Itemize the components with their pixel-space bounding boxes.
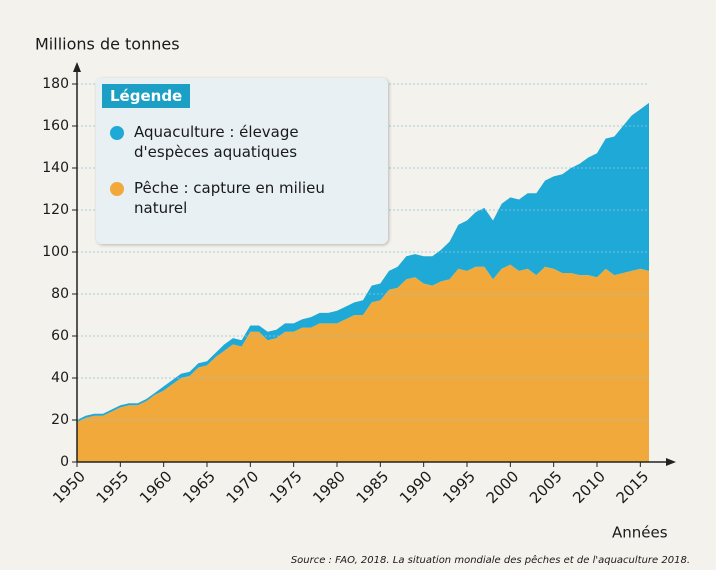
y-tick-label: 60 bbox=[51, 328, 69, 344]
legend-title: Légende bbox=[102, 84, 191, 108]
y-tick-label: 0 bbox=[60, 454, 69, 470]
legend-swatch bbox=[110, 182, 124, 196]
x-tick-label: 2005 bbox=[526, 467, 566, 507]
y-tick-label: 40 bbox=[51, 370, 69, 386]
area bbox=[77, 264, 649, 462]
y-axis-arrow bbox=[73, 62, 81, 72]
y-axis-label: Millions de tonnes bbox=[35, 35, 180, 54]
legend-label: Pêche : capture en milieu naturel bbox=[134, 179, 325, 217]
x-axis-arrow bbox=[666, 458, 676, 466]
y-tick-label: 20 bbox=[51, 412, 69, 428]
x-tick-label: 1965 bbox=[179, 467, 219, 507]
area bbox=[77, 102, 649, 423]
source: Source : FAO, 2018. La situation mondial… bbox=[291, 554, 690, 566]
x-tick-label: 1970 bbox=[223, 467, 263, 507]
legend: Légende Aquaculture : élevage d'espèces … bbox=[96, 78, 388, 244]
y-tick-label: 80 bbox=[51, 286, 69, 302]
x-tick-label: 1990 bbox=[396, 467, 436, 507]
y-tick-label: 120 bbox=[42, 202, 69, 218]
legend-label: Aquaculture : élevage d'espèces aquatiqu… bbox=[134, 123, 299, 161]
y-tick-label: 140 bbox=[42, 160, 69, 176]
legend-entry: Aquaculture : élevage d'espèces aquatiqu… bbox=[110, 122, 370, 162]
x-tick-label: 1975 bbox=[266, 467, 306, 507]
x-axis-label: Années bbox=[612, 524, 668, 542]
y-tick-label: 160 bbox=[42, 118, 69, 134]
x-tick-label: 2015 bbox=[613, 467, 653, 507]
y-tick-label: 100 bbox=[42, 244, 69, 260]
x-tick-label: 1955 bbox=[93, 467, 133, 507]
y-tick-label: 180 bbox=[42, 76, 69, 92]
x-tick-label: 2000 bbox=[483, 467, 523, 507]
x-tick-label: 1995 bbox=[439, 467, 479, 507]
legend-swatch bbox=[110, 126, 124, 140]
x-tick-label: 2010 bbox=[569, 467, 609, 507]
x-tick-label: 1950 bbox=[49, 467, 89, 507]
x-tick-label: 1960 bbox=[136, 467, 176, 507]
x-tick-label: 1985 bbox=[353, 467, 393, 507]
x-tick-label: 1980 bbox=[309, 467, 349, 507]
legend-entry: Pêche : capture en milieu naturel bbox=[110, 178, 370, 218]
